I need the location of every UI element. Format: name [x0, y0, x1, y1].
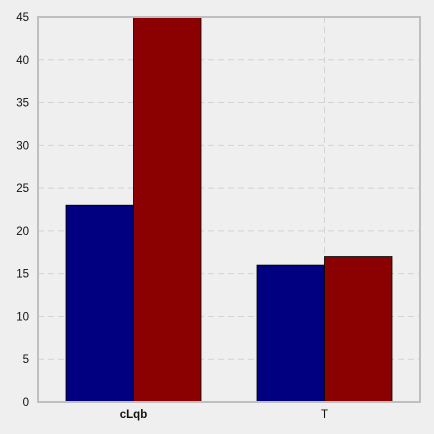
y-tick-label: 0 — [23, 397, 29, 409]
x-tick-label: cLqb — [120, 409, 147, 421]
bar-clqb-series-1 — [65, 204, 134, 403]
y-tick-label: 45 — [16, 12, 29, 24]
y-tick-label: 30 — [16, 140, 29, 152]
x-axis-ticks: cLqb T — [120, 409, 328, 421]
y-tick-label: 35 — [16, 98, 29, 110]
plot-frame — [37, 16, 421, 403]
bar-t-series-2 — [324, 256, 393, 403]
y-tick-label: 5 — [23, 354, 29, 366]
y-tick-label: 40 — [16, 55, 29, 67]
y-axis-ticks: 0 5 10 15 20 25 30 35 40 45 — [16, 12, 29, 409]
y-tick-label: 10 — [16, 311, 29, 323]
bar-clqb-series-2 — [133, 16, 202, 403]
bars — [65, 16, 393, 403]
x-tick-label: T — [321, 409, 328, 421]
bar-t-series-1 — [256, 264, 325, 403]
y-tick-label: 20 — [16, 226, 29, 238]
y-tick-label: 25 — [16, 183, 29, 195]
y-tick-label: 15 — [16, 269, 29, 281]
